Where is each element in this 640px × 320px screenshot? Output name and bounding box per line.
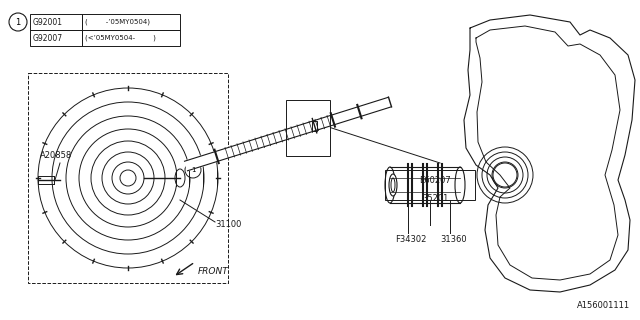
- Ellipse shape: [389, 174, 397, 196]
- Text: 1: 1: [191, 167, 195, 173]
- Bar: [385, 170, 475, 200]
- Text: A156001111: A156001111: [577, 301, 630, 310]
- Bar: [287, 100, 330, 156]
- Text: FRONT: FRONT: [198, 267, 228, 276]
- Text: E60207: E60207: [419, 176, 451, 185]
- Bar: [30, 30, 82, 46]
- Text: 31360: 31360: [440, 235, 467, 244]
- Text: 35201: 35201: [422, 194, 448, 203]
- Text: F34302: F34302: [395, 235, 426, 244]
- Circle shape: [185, 162, 201, 178]
- Text: G92007: G92007: [33, 34, 63, 43]
- Ellipse shape: [385, 167, 395, 203]
- Ellipse shape: [455, 167, 465, 203]
- Text: 1: 1: [15, 18, 20, 27]
- Bar: [82, 14, 180, 30]
- Text: A20858: A20858: [40, 150, 72, 159]
- Ellipse shape: [391, 178, 395, 192]
- Text: (        -’05MY0504): ( -’05MY0504): [85, 19, 150, 25]
- Bar: [82, 30, 180, 46]
- Polygon shape: [184, 97, 392, 171]
- Circle shape: [493, 163, 517, 187]
- Text: 31100: 31100: [215, 220, 241, 229]
- Bar: [28, 73, 228, 283]
- Ellipse shape: [175, 169, 185, 187]
- Text: G92001: G92001: [33, 18, 63, 27]
- Bar: [30, 14, 82, 30]
- Text: (<’05MY0504-        ): (<’05MY0504- ): [85, 35, 156, 41]
- Bar: [312, 121, 317, 131]
